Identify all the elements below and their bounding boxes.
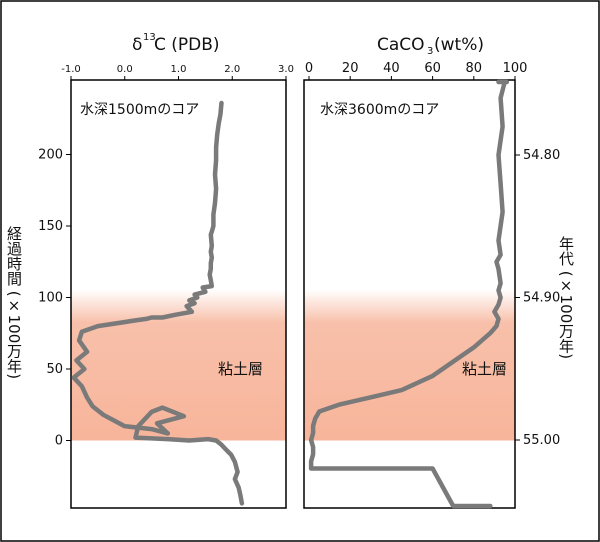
panel-2-ytick-label: 55.00 bbox=[523, 433, 560, 448]
left-axis-title: 経過時間 (×100万年) bbox=[5, 226, 23, 379]
panel-1-ytick-label: 0 bbox=[55, 434, 63, 449]
panel-1-title-superscript: 13 bbox=[143, 32, 156, 43]
panel-2-xtick-label: 80 bbox=[466, 61, 483, 76]
panel-2-clay-label: 粘土層 bbox=[462, 360, 507, 378]
right-axis-title: 年代 (×100万年) bbox=[557, 236, 575, 359]
panel-1-series-line bbox=[71, 100, 245, 506]
panel-2-xtick-label: 0 bbox=[305, 61, 313, 76]
panel-2-title-main: CaCO bbox=[377, 35, 425, 55]
panel-2-label: 水深3600mのコア bbox=[320, 102, 439, 118]
panel-2-xtick-label: 60 bbox=[424, 61, 441, 76]
panel-2-ytick-label: 54.80 bbox=[523, 148, 560, 163]
panel-2-ytick-label: 54.90 bbox=[523, 291, 560, 306]
panel-1-title-rest: C (PDB) bbox=[154, 35, 220, 55]
panel-1-xtick-label: 0.0 bbox=[117, 64, 133, 75]
panel-1-xtick-label: 3.0 bbox=[278, 64, 294, 75]
panel-1-label: 水深1500mのコア bbox=[80, 102, 199, 118]
panel-1-ytick-label: 200 bbox=[38, 148, 63, 163]
panel-1-ytick-label: 100 bbox=[38, 291, 63, 306]
panel-1-ticks: -1.0 0.0 1.0 2.0 3.0 0 50 100 150 200 bbox=[38, 64, 294, 449]
panel-2-ticks: 0 20 40 60 80 100 54.80 54.90 55.00 bbox=[305, 61, 560, 448]
panel-2-xtick-label: 40 bbox=[383, 61, 400, 76]
panel-2-series-line bbox=[308, 79, 510, 509]
panel-2-xtick-label: 20 bbox=[342, 61, 359, 76]
panel-1-xtick-label: 1.0 bbox=[171, 64, 187, 75]
panel-1-ytick-label: 50 bbox=[46, 362, 63, 377]
panel-1-xtick-label: -1.0 bbox=[61, 64, 81, 75]
panel-2-xtick-label: 100 bbox=[503, 61, 528, 76]
panel-2-title-unit: (wt%) bbox=[434, 35, 484, 55]
panel-2-clay-band bbox=[304, 289, 515, 441]
panel-1-clay-label: 粘土層 bbox=[218, 360, 263, 378]
panel-1-xtick-label: 2.0 bbox=[224, 64, 240, 75]
panel-1-ytick-label: 150 bbox=[38, 219, 63, 234]
panel-1-title-delta: δ bbox=[132, 35, 142, 55]
panel-2-title-subscript: 3 bbox=[427, 46, 433, 57]
panel-2-frame bbox=[303, 79, 516, 509]
